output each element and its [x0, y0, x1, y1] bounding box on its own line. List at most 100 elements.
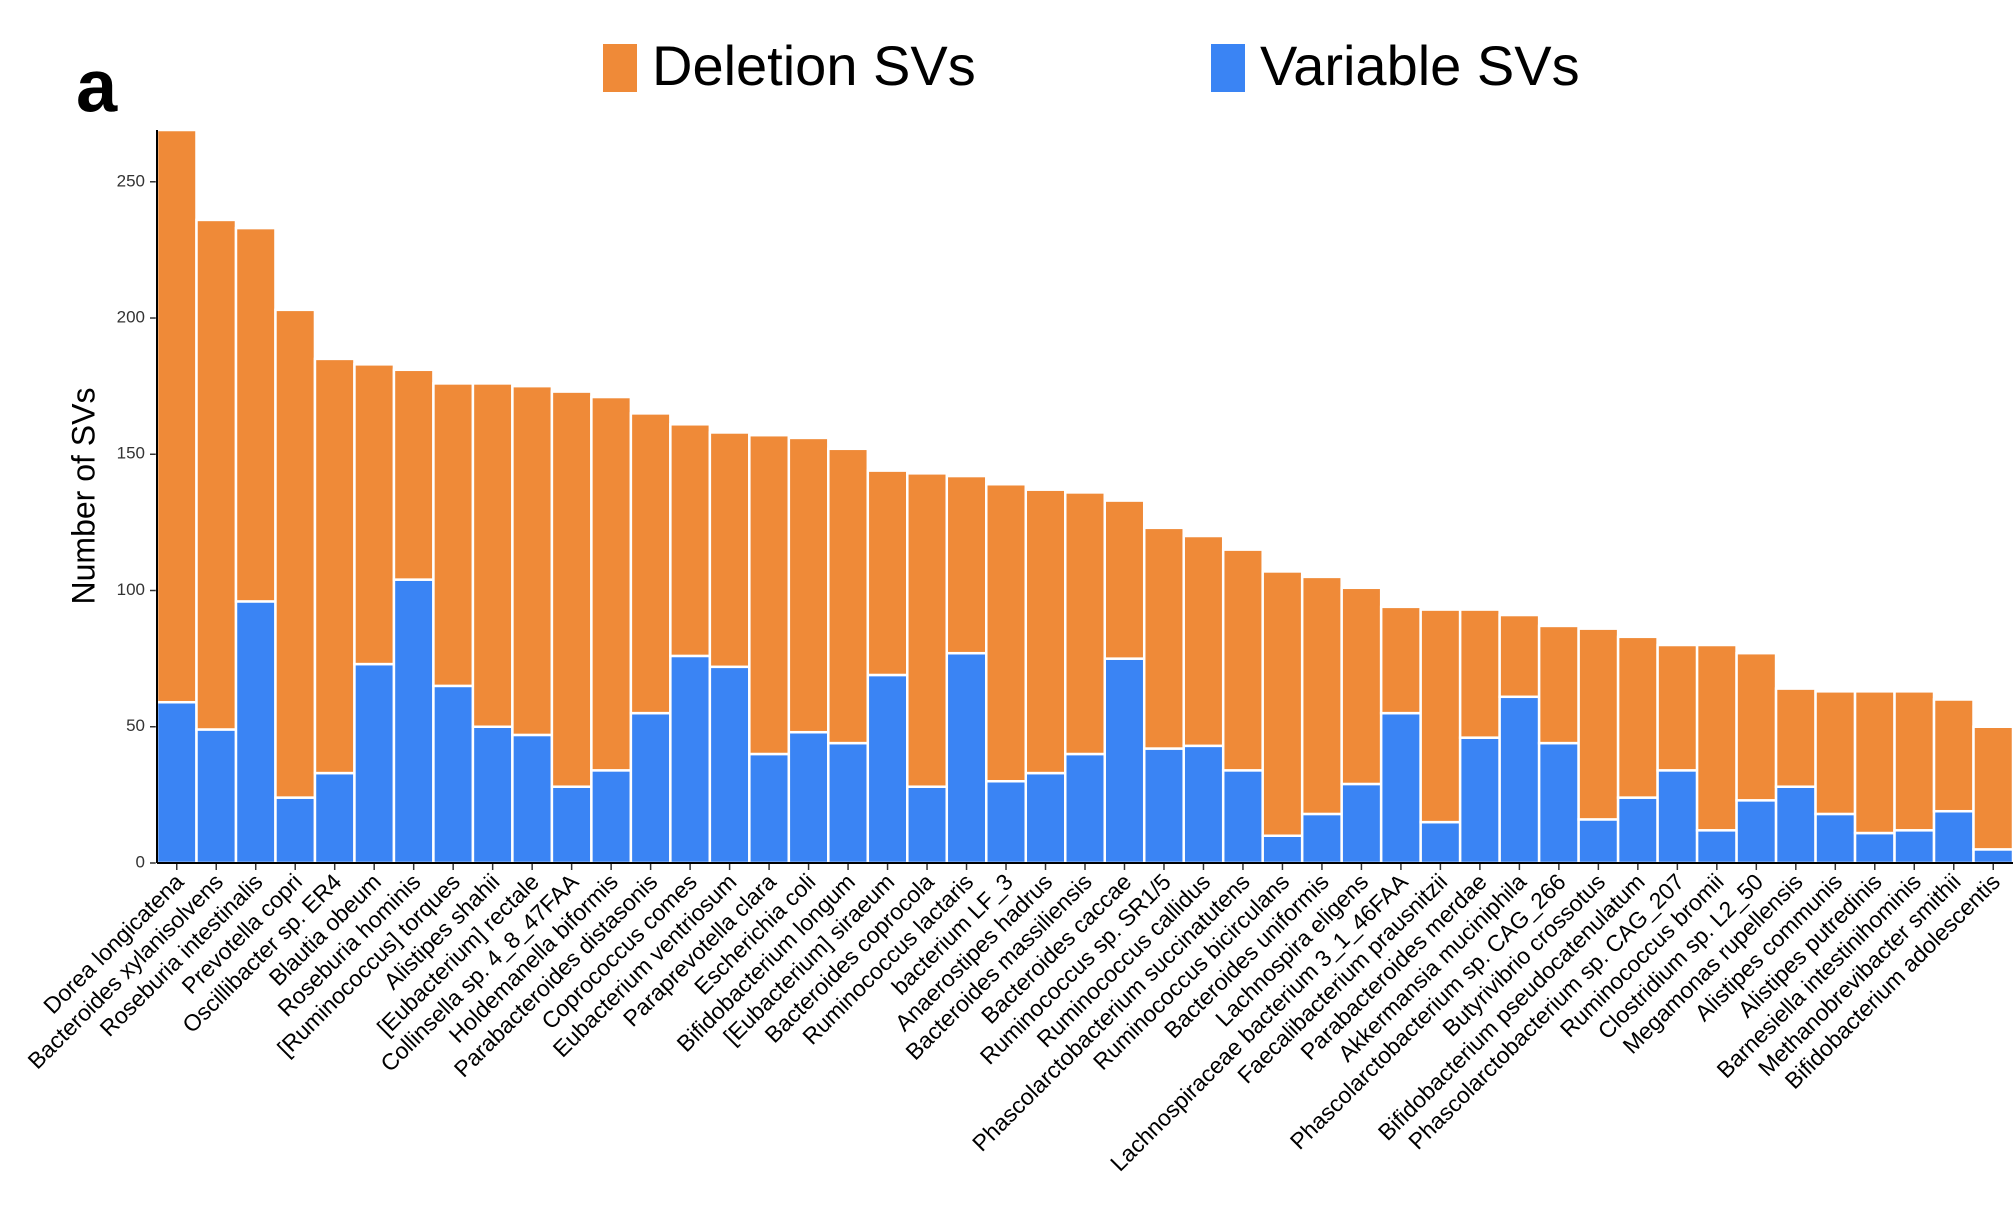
panel-label: a — [76, 45, 118, 128]
bar-segment — [1656, 769, 1699, 865]
bar-segment — [1814, 812, 1857, 865]
bar-segment — [748, 433, 791, 756]
bar-segment — [1972, 725, 2013, 851]
bar-segment — [432, 684, 475, 865]
bar-segment — [1972, 848, 2013, 865]
bar-segment — [234, 600, 277, 865]
bar-segment — [313, 771, 356, 865]
bar-segment — [590, 769, 633, 865]
bar-segment — [1142, 526, 1185, 750]
bar-segment — [234, 226, 277, 603]
bar-segment — [1182, 744, 1225, 865]
bar-segment — [1419, 608, 1462, 824]
bar-segment — [274, 796, 317, 865]
bar-segment — [945, 651, 988, 865]
bar-segment — [1577, 627, 1620, 821]
bar-segment — [945, 474, 988, 655]
bar-segment — [1221, 548, 1264, 772]
bar-segment — [550, 390, 593, 788]
bar-segment — [1458, 736, 1501, 865]
bar-segment — [274, 308, 317, 799]
bar-segment — [669, 423, 712, 658]
bar-segment — [1853, 831, 1896, 865]
bar-segment — [1142, 747, 1185, 865]
bar-segment — [1498, 613, 1541, 699]
bar-segment — [1024, 488, 1067, 775]
bar-segment — [1616, 635, 1659, 799]
bar-segment — [511, 733, 554, 865]
bar-segment — [195, 728, 238, 865]
bar-segment — [195, 218, 238, 731]
bar-segment — [1537, 741, 1580, 865]
bar-segment — [1064, 491, 1106, 756]
bar-segment — [827, 741, 870, 865]
legend-label: Deletion SVs — [652, 34, 976, 97]
y-tick-label: 150 — [117, 444, 145, 463]
legend-swatch — [603, 44, 637, 92]
bar-segment — [1577, 818, 1620, 865]
bar-segment — [353, 363, 396, 666]
bar-segment — [906, 472, 949, 788]
bar-segment — [1064, 752, 1106, 865]
bar-segment — [432, 382, 475, 688]
bar-segment — [1735, 799, 1778, 865]
y-tick-label: 250 — [117, 171, 145, 190]
bar-segment — [1419, 820, 1462, 865]
bar-segment — [1379, 711, 1422, 865]
bar-segment — [1300, 575, 1343, 816]
bar-segment — [353, 662, 396, 865]
bar-segment — [748, 752, 791, 865]
bar-segment — [708, 431, 751, 669]
bar-segment — [629, 711, 672, 865]
bar-segment — [787, 730, 830, 865]
bar-segment — [1656, 643, 1699, 772]
bar-segment — [629, 412, 672, 715]
bar-segment — [1261, 834, 1304, 865]
bar-segment — [471, 382, 514, 729]
bar-segment — [1458, 608, 1501, 739]
bar-segment — [1024, 771, 1067, 865]
bar-segment — [1221, 769, 1264, 865]
bar-segment — [1735, 651, 1778, 802]
bar-segment — [471, 725, 514, 865]
bar-segment — [1103, 657, 1146, 865]
bar-segment — [1379, 605, 1422, 715]
bar-segment — [1774, 785, 1817, 865]
bar-segment — [1695, 643, 1738, 832]
y-tick-label: 100 — [117, 580, 145, 599]
bar-segment — [708, 665, 751, 865]
bar-segment — [1340, 586, 1383, 786]
bar-segment — [1498, 695, 1541, 865]
bar-segment — [590, 395, 633, 772]
bar-segment — [866, 673, 909, 865]
y-axis-label: Number of SVs — [65, 388, 101, 605]
bar-segment — [1340, 782, 1383, 865]
bar-segment — [1893, 690, 1936, 832]
bar-segment — [1932, 809, 1975, 865]
bar-segment — [787, 436, 830, 734]
bar-segment — [1814, 690, 1857, 816]
bar-segment — [511, 384, 554, 737]
bar-segment — [1893, 829, 1936, 865]
y-tick-label: 50 — [126, 716, 145, 735]
bar-segment — [827, 447, 870, 745]
bar-segment — [1932, 698, 1975, 813]
bar-segment — [1182, 534, 1225, 748]
bar-segment — [1261, 570, 1304, 838]
bar-segment — [985, 780, 1028, 865]
bar-segment — [1537, 624, 1580, 745]
legend-label: Variable SVs — [1260, 34, 1580, 97]
y-tick-label: 0 — [136, 852, 145, 871]
legend-swatch — [1211, 44, 1245, 92]
bar-segment — [1300, 812, 1343, 865]
bar-segment — [1616, 796, 1659, 865]
bar-segment — [1774, 687, 1817, 788]
bar-segment — [392, 368, 435, 581]
bar-segment — [1695, 829, 1738, 865]
bar-segment — [392, 578, 435, 865]
bar-segment — [669, 654, 712, 865]
bar-segment — [550, 785, 593, 865]
bar-segment — [866, 469, 909, 677]
y-tick-label: 200 — [117, 308, 145, 327]
